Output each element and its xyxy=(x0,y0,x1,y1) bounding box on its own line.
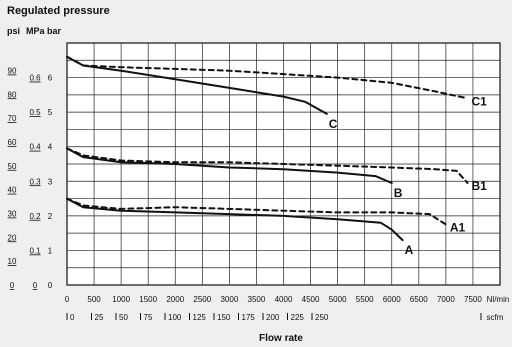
series-line-b1 xyxy=(66,147,469,184)
series-label-b1: B1 xyxy=(472,179,488,193)
plot-grid xyxy=(66,42,501,286)
x-tick-label-scfm: 150 xyxy=(217,313,231,322)
series-label-c1: C1 xyxy=(472,94,488,108)
x-tick-label-nlmin: 7000 xyxy=(437,295,455,304)
x-tick-label-scfm: 250 xyxy=(315,313,329,322)
series-line-b xyxy=(66,147,393,184)
y-tick-label-bar: 4 xyxy=(48,143,53,152)
x-tick-label-scfm: 225 xyxy=(291,313,305,322)
y-unit-psi: psi xyxy=(7,26,20,36)
series-label-a1: A1 xyxy=(450,221,466,235)
x-unit-nlmin: Nl/min xyxy=(487,295,510,304)
y-tick-label-bar: 2 xyxy=(48,212,53,221)
series-line-a1 xyxy=(66,197,447,226)
x-tick-label-nlmin: 2000 xyxy=(166,295,184,304)
series-line-c1 xyxy=(66,55,469,100)
y-unit-bar: bar xyxy=(47,26,62,36)
y-tick-label-psi: 50 xyxy=(8,162,17,171)
y-tick-label-psi: 90 xyxy=(8,66,17,75)
x-tick-label-nlmin: 4000 xyxy=(275,295,293,304)
y-tick-label-bar: 3 xyxy=(48,177,53,186)
y-tick-label-mpa: 0.2 xyxy=(29,212,41,221)
x-tick-label-nlmin: 1000 xyxy=(112,295,130,304)
x-tick-label-nlmin: 2500 xyxy=(193,295,211,304)
x-tick-label-nlmin: 6500 xyxy=(410,295,428,304)
x-tick-label-nlmin: 5000 xyxy=(329,295,347,304)
y-tick-label-psi: 10 xyxy=(8,257,17,266)
series-line-c xyxy=(66,55,328,115)
x-tick-label-scfm: 0 xyxy=(70,313,75,322)
chart-title: Regulated pressure xyxy=(7,5,110,17)
y-tick-label-bar: 5 xyxy=(48,108,53,117)
x-axis-title: Flow rate xyxy=(259,333,303,344)
x-tick-label-scfm: 100 xyxy=(168,313,182,322)
x-tick-label-scfm: 75 xyxy=(144,313,153,322)
series-label-b: B xyxy=(394,186,403,200)
x-tick-label-nlmin: 3500 xyxy=(248,295,266,304)
y-tick-label-psi: 60 xyxy=(8,138,17,147)
y-tick-label-mpa: 0.3 xyxy=(29,177,41,186)
y-tick-label-bar: 0 xyxy=(48,281,53,290)
y-tick-label-psi: 30 xyxy=(8,209,17,218)
y-tick-label-mpa: 0.5 xyxy=(29,108,41,117)
x-tick-label-nlmin: 3000 xyxy=(220,295,238,304)
y-unit-mpa: MPa xyxy=(26,26,46,36)
x-tick-label-scfm: 125 xyxy=(193,313,207,322)
y-tick-label-bar: 6 xyxy=(48,74,53,83)
series-line-a xyxy=(66,197,404,242)
x-tick-label-scfm: 25 xyxy=(95,313,104,322)
x-unit-scfm: scfm xyxy=(487,313,504,322)
x-tick-label-nlmin: 1500 xyxy=(139,295,157,304)
x-tick-label-nlmin: 5500 xyxy=(356,295,374,304)
y-tick-label-mpa: 0 xyxy=(33,281,38,290)
y-tick-label-bar: 1 xyxy=(48,246,53,255)
y-tick-label-psi: 0 xyxy=(10,281,15,290)
series-label-a: A xyxy=(405,243,414,257)
x-tick-label-scfm: 200 xyxy=(266,313,280,322)
x-tick-label-nlmin: 0 xyxy=(65,295,70,304)
y-tick-label-psi: 80 xyxy=(8,90,17,99)
y-tick-label-psi: 40 xyxy=(8,186,17,195)
series-layer: C C1 B B1 A A1 xyxy=(66,55,488,257)
y-tick-label-psi: 70 xyxy=(8,114,17,123)
x-tick-label-nlmin: 4500 xyxy=(302,295,320,304)
y-tick-label-mpa: 0.1 xyxy=(29,246,41,255)
x-tick-label-nlmin: 6000 xyxy=(383,295,401,304)
x-tick-label-nlmin: 500 xyxy=(87,295,101,304)
x-tick-label-nlmin: 7500 xyxy=(464,295,482,304)
ticks-layer: 0 500 1000 1500 2000 2500 3000 3500 4000 4500 5000… xyxy=(8,66,510,322)
x-tick-label-scfm: 50 xyxy=(119,313,128,322)
y-tick-label-mpa: 0.6 xyxy=(29,74,41,83)
y-tick-label-mpa: 0.4 xyxy=(29,143,41,152)
series-label-c: C xyxy=(329,117,338,131)
y-tick-label-psi: 20 xyxy=(8,233,17,242)
x-tick-label-scfm: 175 xyxy=(242,313,256,322)
